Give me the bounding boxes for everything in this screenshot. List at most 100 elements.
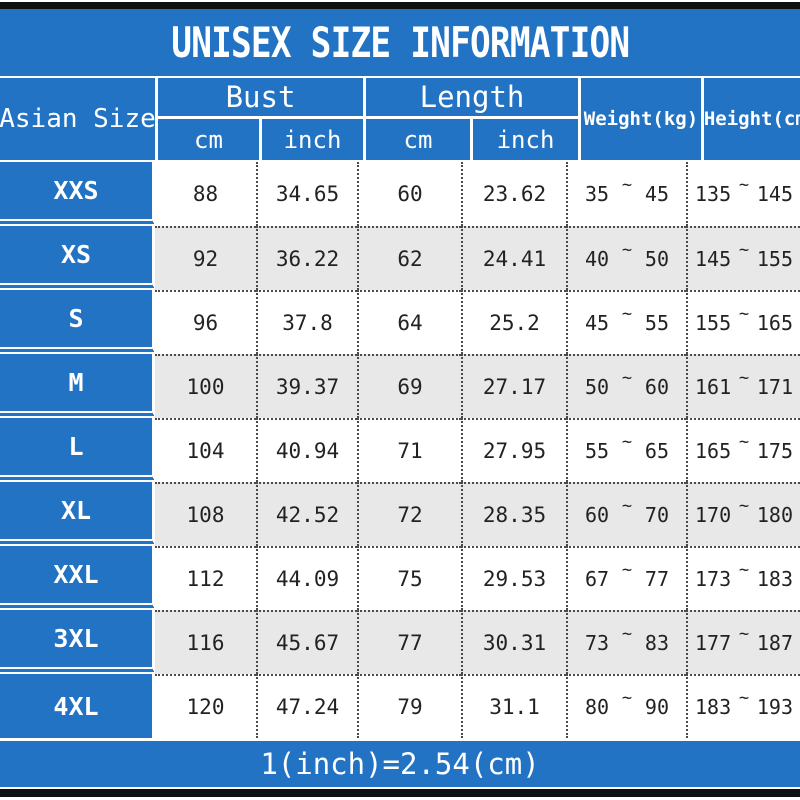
bust-cm-cell: 96 [155, 290, 256, 354]
tilde-icon: ~ [738, 496, 750, 516]
length-inch-cell: 25.2 [461, 290, 566, 354]
weight-max: 90 [644, 695, 669, 719]
length-inch-cell: 31.1 [461, 674, 566, 738]
length-cm-cell: 75 [357, 546, 461, 610]
bust-inch-cell: 34.65 [256, 162, 357, 226]
size-label: 3XL [0, 610, 155, 674]
bust-cm-cell: 88 [155, 162, 256, 226]
weight-min: 55 [585, 439, 610, 463]
weight-min: 40 [585, 247, 610, 271]
length-cm-cell: 72 [357, 482, 461, 546]
height-max: 193 [756, 695, 793, 719]
conversion-footer: 1(inch)=2.54(cm) [0, 741, 800, 787]
size-label: XL [0, 482, 155, 546]
table-row: M 100 39.37 69 27.17 50 ~ 60 161 ~ 171 [0, 354, 800, 418]
weight-min: 35 [585, 182, 610, 206]
bust-inch-cell: 47.24 [256, 674, 357, 738]
weight-max: 65 [644, 439, 669, 463]
tilde-icon: ~ [738, 624, 750, 644]
height-range-cell: 145 ~ 155 [686, 226, 800, 290]
bust-cm-cell: 92 [155, 226, 256, 290]
tilde-icon: ~ [621, 624, 633, 644]
height-range-cell: 135 ~ 145 [686, 162, 800, 226]
height-max: 145 [756, 182, 793, 206]
length-cm-cell: 79 [357, 674, 461, 738]
header-weight: Weight(kg) [581, 78, 701, 160]
table-body: XXS 88 34.65 60 23.62 35 ~ 45 135 ~ 145 … [0, 162, 800, 738]
header-bust-cm: cm [158, 119, 259, 160]
weight-max: 70 [644, 503, 669, 527]
bust-inch-cell: 45.67 [256, 610, 357, 674]
tilde-icon: ~ [621, 560, 633, 580]
weight-range-cell: 55 ~ 65 [566, 418, 686, 482]
height-min: 183 [695, 695, 732, 719]
height-max: 187 [756, 631, 793, 655]
height-range-cell: 170 ~ 180 [686, 482, 800, 546]
size-label: M [0, 354, 155, 418]
bust-inch-cell: 42.52 [256, 482, 357, 546]
tilde-icon: ~ [738, 688, 750, 708]
weight-range-cell: 50 ~ 60 [566, 354, 686, 418]
length-cm-cell: 60 [357, 162, 461, 226]
weight-min: 45 [585, 311, 610, 335]
bottom-black-bar [0, 789, 800, 797]
length-inch-cell: 27.17 [461, 354, 566, 418]
table-row: XS 92 36.22 62 24.41 40 ~ 50 145 ~ 155 [0, 226, 800, 290]
table-header: Asian Size Bust Length Weight(kg) Height… [0, 78, 800, 160]
height-range-cell: 155 ~ 165 [686, 290, 800, 354]
tilde-icon: ~ [621, 432, 633, 452]
tilde-icon: ~ [621, 368, 633, 388]
length-inch-cell: 23.62 [461, 162, 566, 226]
table-row: XXL 112 44.09 75 29.53 67 ~ 77 173 ~ 183 [0, 546, 800, 610]
header-height: Height(cm) [704, 78, 800, 160]
tilde-icon: ~ [621, 688, 633, 708]
bust-inch-cell: 39.37 [256, 354, 357, 418]
height-min: 177 [695, 631, 732, 655]
height-range-cell: 173 ~ 183 [686, 546, 800, 610]
bust-cm-cell: 104 [155, 418, 256, 482]
length-inch-cell: 24.41 [461, 226, 566, 290]
table-row: L 104 40.94 71 27.95 55 ~ 65 165 ~ 175 [0, 418, 800, 482]
size-label: XS [0, 226, 155, 290]
weight-max: 60 [644, 375, 669, 399]
weight-min: 60 [585, 503, 610, 527]
header-bust-group: Bust [158, 78, 363, 116]
height-max: 175 [756, 439, 793, 463]
table-row: XL 108 42.52 72 28.35 60 ~ 70 170 ~ 180 [0, 482, 800, 546]
height-min: 173 [695, 567, 732, 591]
bust-inch-cell: 44.09 [256, 546, 357, 610]
height-range-cell: 161 ~ 171 [686, 354, 800, 418]
size-label: 4XL [0, 674, 155, 738]
height-max: 183 [756, 567, 793, 591]
weight-range-cell: 73 ~ 83 [566, 610, 686, 674]
table-row: 4XL 120 47.24 79 31.1 80 ~ 90 183 ~ 193 [0, 674, 800, 738]
size-label: XXL [0, 546, 155, 610]
header-length-inch: inch [473, 119, 578, 160]
height-range-cell: 165 ~ 175 [686, 418, 800, 482]
height-max: 171 [756, 375, 793, 399]
weight-max: 50 [644, 247, 669, 271]
tilde-icon: ~ [621, 240, 633, 260]
height-max: 165 [756, 311, 793, 335]
height-min: 155 [695, 311, 732, 335]
weight-range-cell: 45 ~ 55 [566, 290, 686, 354]
size-label: L [0, 418, 155, 482]
weight-min: 67 [585, 567, 610, 591]
table-row: S 96 37.8 64 25.2 45 ~ 55 155 ~ 165 [0, 290, 800, 354]
size-label: S [0, 290, 155, 354]
length-cm-cell: 64 [357, 290, 461, 354]
bust-inch-cell: 40.94 [256, 418, 357, 482]
length-inch-cell: 28.35 [461, 482, 566, 546]
weight-min: 50 [585, 375, 610, 399]
tilde-icon: ~ [738, 560, 750, 580]
table-row: XXS 88 34.65 60 23.62 35 ~ 45 135 ~ 145 [0, 162, 800, 226]
length-cm-cell: 77 [357, 610, 461, 674]
tilde-icon: ~ [738, 432, 750, 452]
weight-min: 73 [585, 631, 610, 655]
bust-cm-cell: 112 [155, 546, 256, 610]
weight-min: 80 [585, 695, 610, 719]
bust-inch-cell: 36.22 [256, 226, 357, 290]
conversion-note: 1(inch)=2.54(cm) [260, 747, 540, 781]
height-range-cell: 177 ~ 187 [686, 610, 800, 674]
